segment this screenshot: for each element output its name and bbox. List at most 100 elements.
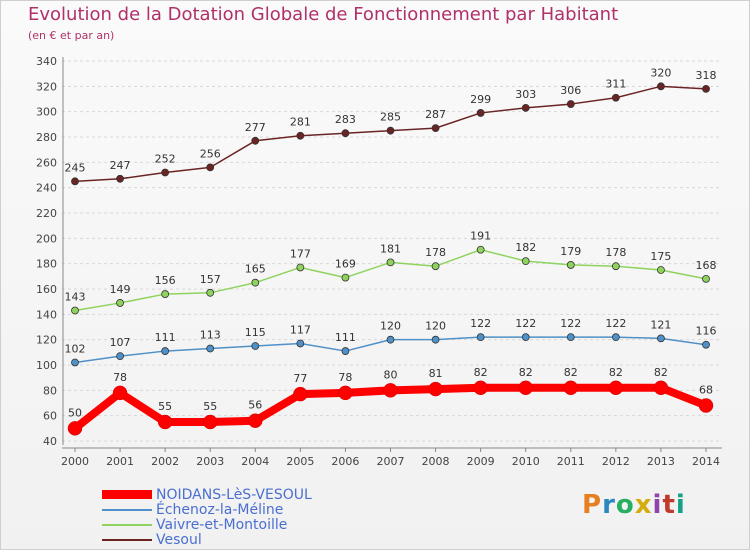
legend-swatch [102,523,152,526]
data-point [71,358,79,367]
data-point [566,261,575,269]
data-point [386,335,395,344]
y-tick-label: 80 [43,384,57,397]
y-tick-label: 140 [36,308,57,321]
y-tick-label: 340 [36,55,57,68]
data-point [521,257,530,266]
legend: NOIDANS-LèS-VESOUL Échenoz-la-Méline Vaivr… [102,486,312,548]
data-label: 191 [470,230,491,243]
x-tick-label: 2014 [692,455,720,468]
data-label: 122 [605,317,626,330]
data-point [698,398,714,413]
data-label: 120 [380,320,401,333]
data-point [431,262,440,271]
data-label: 149 [110,283,131,296]
data-label: 82 [609,366,623,379]
chart-subtitle: (en € et par an) [28,29,115,42]
data-point [71,306,79,315]
data-label: 56 [248,399,262,412]
data-label: 175 [650,250,671,263]
data-label: 107 [110,336,131,349]
data-point [206,344,215,353]
chart-title: Evolution de la Dotation Globale de Fonc… [28,4,619,25]
x-tick-label: 2008 [422,455,450,468]
data-point [161,290,170,298]
logo-letter: o [615,490,635,520]
proxiti-logo: Proxiti [582,490,686,520]
x-tick-label: 2004 [241,455,269,468]
data-label: 80 [384,368,398,381]
data-point [657,266,665,274]
data-label: 121 [650,318,671,331]
data-label: 156 [155,274,176,287]
y-tick-label: 240 [36,182,57,195]
data-point [521,103,530,112]
data-label: 111 [155,331,176,344]
logo-letter: r [602,490,616,520]
y-tick-label: 40 [43,435,57,448]
logo-letter: t [662,490,676,520]
data-label: 157 [200,273,221,286]
data-point [431,124,440,133]
data-point [296,339,305,348]
data-label: 117 [290,323,311,336]
x-tick-label: 2000 [61,455,89,468]
logo-letter: P [582,490,603,520]
data-label: 177 [290,247,311,260]
data-point [116,299,124,307]
data-point [341,273,350,282]
data-point [341,129,350,138]
data-label: 82 [654,366,668,379]
data-label: 306 [560,84,581,97]
x-tick-label: 2007 [377,455,405,468]
data-label: 78 [113,371,127,384]
data-label: 122 [560,317,581,330]
data-point [431,335,440,344]
data-point [518,380,533,396]
legend-item: NOIDANS-LèS-VESOUL [102,486,312,503]
data-label: 50 [68,406,82,419]
data-label: 168 [696,259,717,272]
data-point [611,333,620,342]
data-label: 165 [245,263,266,276]
y-tick-label: 60 [43,410,57,423]
y-tick-label: 320 [36,80,57,93]
data-label: 285 [380,111,401,124]
data-label: 245 [65,161,86,174]
x-tick-label: 2011 [557,455,585,468]
logo-letter: i [675,490,686,520]
data-label: 182 [515,241,536,254]
data-label: 111 [335,331,356,344]
x-tick-label: 2009 [467,455,495,468]
data-label: 82 [564,366,578,379]
legend-swatch [102,490,152,499]
x-tick-label: 2003 [196,455,224,468]
y-tick-label: 260 [36,156,57,169]
x-tick-label: 2002 [151,455,179,468]
data-point [653,380,669,396]
data-label: 115 [245,326,266,339]
data-point [702,84,710,93]
x-tick-label: 2005 [286,455,314,468]
data-label: 143 [65,291,86,304]
data-point [116,352,124,361]
data-point [473,380,488,396]
data-label: 320 [650,66,671,79]
legend-label: NOIDANS-LèS-VESOUL [156,486,312,503]
y-tick-label: 280 [36,131,57,144]
x-tick-label: 2013 [647,455,675,468]
data-label: 318 [696,69,717,82]
data-label: 82 [474,366,488,379]
data-point [202,414,218,430]
data-label: 122 [470,317,491,330]
data-point [476,245,485,254]
data-point [611,262,620,271]
legend-swatch [102,508,152,511]
data-point [251,136,260,145]
y-tick-label: 100 [36,359,57,372]
data-label: 281 [290,116,311,129]
data-label: 277 [245,121,266,134]
data-label: 178 [605,246,626,259]
data-point [112,385,128,401]
